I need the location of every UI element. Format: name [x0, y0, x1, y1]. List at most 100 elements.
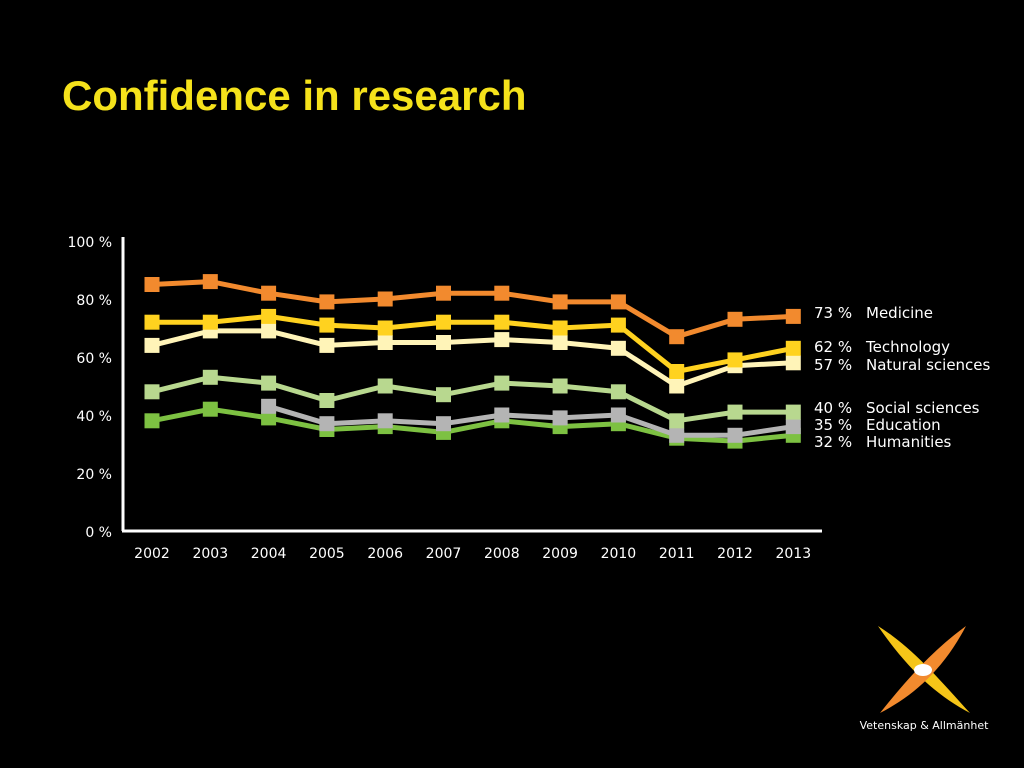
data-point [669, 413, 685, 429]
logo-text: Vetenskap & Allmänhet [859, 719, 989, 732]
data-point [494, 332, 510, 348]
data-point [494, 314, 510, 330]
y-tick-label: 60 % [76, 351, 112, 367]
legend-value: 32 % [814, 433, 852, 451]
data-point [144, 413, 160, 429]
x-tick-label: 2006 [367, 546, 403, 562]
data-point [319, 317, 335, 333]
data-point [261, 285, 277, 301]
data-point [319, 393, 335, 408]
data-point [727, 427, 743, 443]
x-tick-label: 2004 [251, 546, 287, 562]
data-point [319, 337, 335, 353]
data-point [261, 410, 277, 426]
series-line [151, 374, 794, 424]
x-tick-label: 2003 [192, 546, 228, 562]
data-point [144, 337, 160, 353]
data-point [785, 404, 801, 420]
data-point [436, 285, 451, 301]
data-point [202, 314, 218, 330]
data-point [202, 274, 218, 290]
x-tick-label: 2013 [775, 546, 811, 562]
series-social-sciences [144, 369, 801, 429]
data-point [144, 384, 160, 400]
data-point [610, 340, 626, 356]
data-point [261, 323, 277, 339]
data-point [552, 378, 568, 394]
data-point [785, 419, 801, 435]
data-point [494, 285, 510, 301]
x-logo-icon [878, 626, 970, 713]
data-point [261, 375, 277, 391]
data-point [669, 378, 685, 394]
series-line [152, 313, 794, 374]
data-point [319, 416, 335, 432]
y-tick-label: 0 % [85, 525, 112, 541]
y-tick-label: 40 % [76, 409, 112, 425]
data-point [377, 291, 393, 307]
data-point [610, 317, 626, 333]
data-point [669, 427, 685, 443]
data-point [785, 355, 801, 371]
data-point [669, 329, 685, 345]
data-point [377, 378, 393, 394]
data-point [202, 401, 218, 417]
legend-value: 62 % [814, 338, 852, 356]
legend-value: 40 % [814, 399, 852, 417]
series-medicine [144, 274, 801, 345]
series-line [267, 403, 794, 438]
legend-value: 73 % [814, 304, 852, 322]
series-line [151, 406, 794, 444]
legend-label: Medicine [866, 304, 933, 322]
data-point [785, 340, 801, 356]
data-point [727, 311, 743, 327]
data-point [436, 335, 451, 350]
data-point [377, 335, 393, 350]
data-point [436, 314, 451, 330]
x-tick-label: 2002 [134, 546, 170, 562]
data-point [377, 320, 393, 336]
x-tick-label: 2008 [484, 546, 520, 562]
chart-legend: 32 % Humanities 35 % Education 40 % Social sc… [814, 304, 991, 451]
legend-label: Social sciences [866, 399, 980, 417]
data-point [552, 294, 568, 310]
data-point [144, 314, 160, 330]
data-point [727, 404, 743, 420]
legend-label: Humanities [866, 433, 952, 451]
data-point [610, 294, 626, 310]
data-point [494, 407, 510, 423]
data-point [552, 335, 568, 350]
x-tick-label: 2009 [542, 546, 578, 562]
data-point [436, 416, 451, 432]
legend-value: 57 % [814, 356, 852, 374]
data-point [727, 352, 743, 368]
legend-value: 35 % [814, 416, 852, 434]
data-point [552, 320, 568, 336]
chart-axes: 0 % 20 % 40 % 60 % 80 % 100 % 2002 2003 2004 2005… [68, 235, 822, 562]
data-point [377, 413, 393, 429]
data-point [552, 410, 568, 426]
data-point [144, 277, 160, 292]
series-technology [144, 308, 801, 379]
series-line [151, 279, 794, 340]
series-line [151, 328, 794, 389]
y-tick-label: 80 % [76, 293, 112, 309]
series-humanities [144, 401, 801, 449]
legend-label: Natural sciences [866, 356, 991, 374]
legend-label: Technology [865, 338, 950, 356]
data-point [610, 407, 626, 423]
series-education [261, 398, 801, 443]
data-point [669, 364, 685, 379]
data-point [785, 308, 801, 324]
chart-series [144, 274, 801, 449]
x-tick-label: 2005 [309, 546, 345, 562]
legend-label: Education [866, 416, 941, 434]
y-tick-label: 100 % [68, 235, 112, 251]
data-point [261, 398, 277, 414]
slide-title: Confidence in research [62, 72, 527, 119]
x-tick-label: 2007 [426, 546, 462, 562]
x-tick-label: 2012 [717, 546, 753, 562]
data-point [494, 375, 510, 391]
data-point [261, 308, 277, 324]
